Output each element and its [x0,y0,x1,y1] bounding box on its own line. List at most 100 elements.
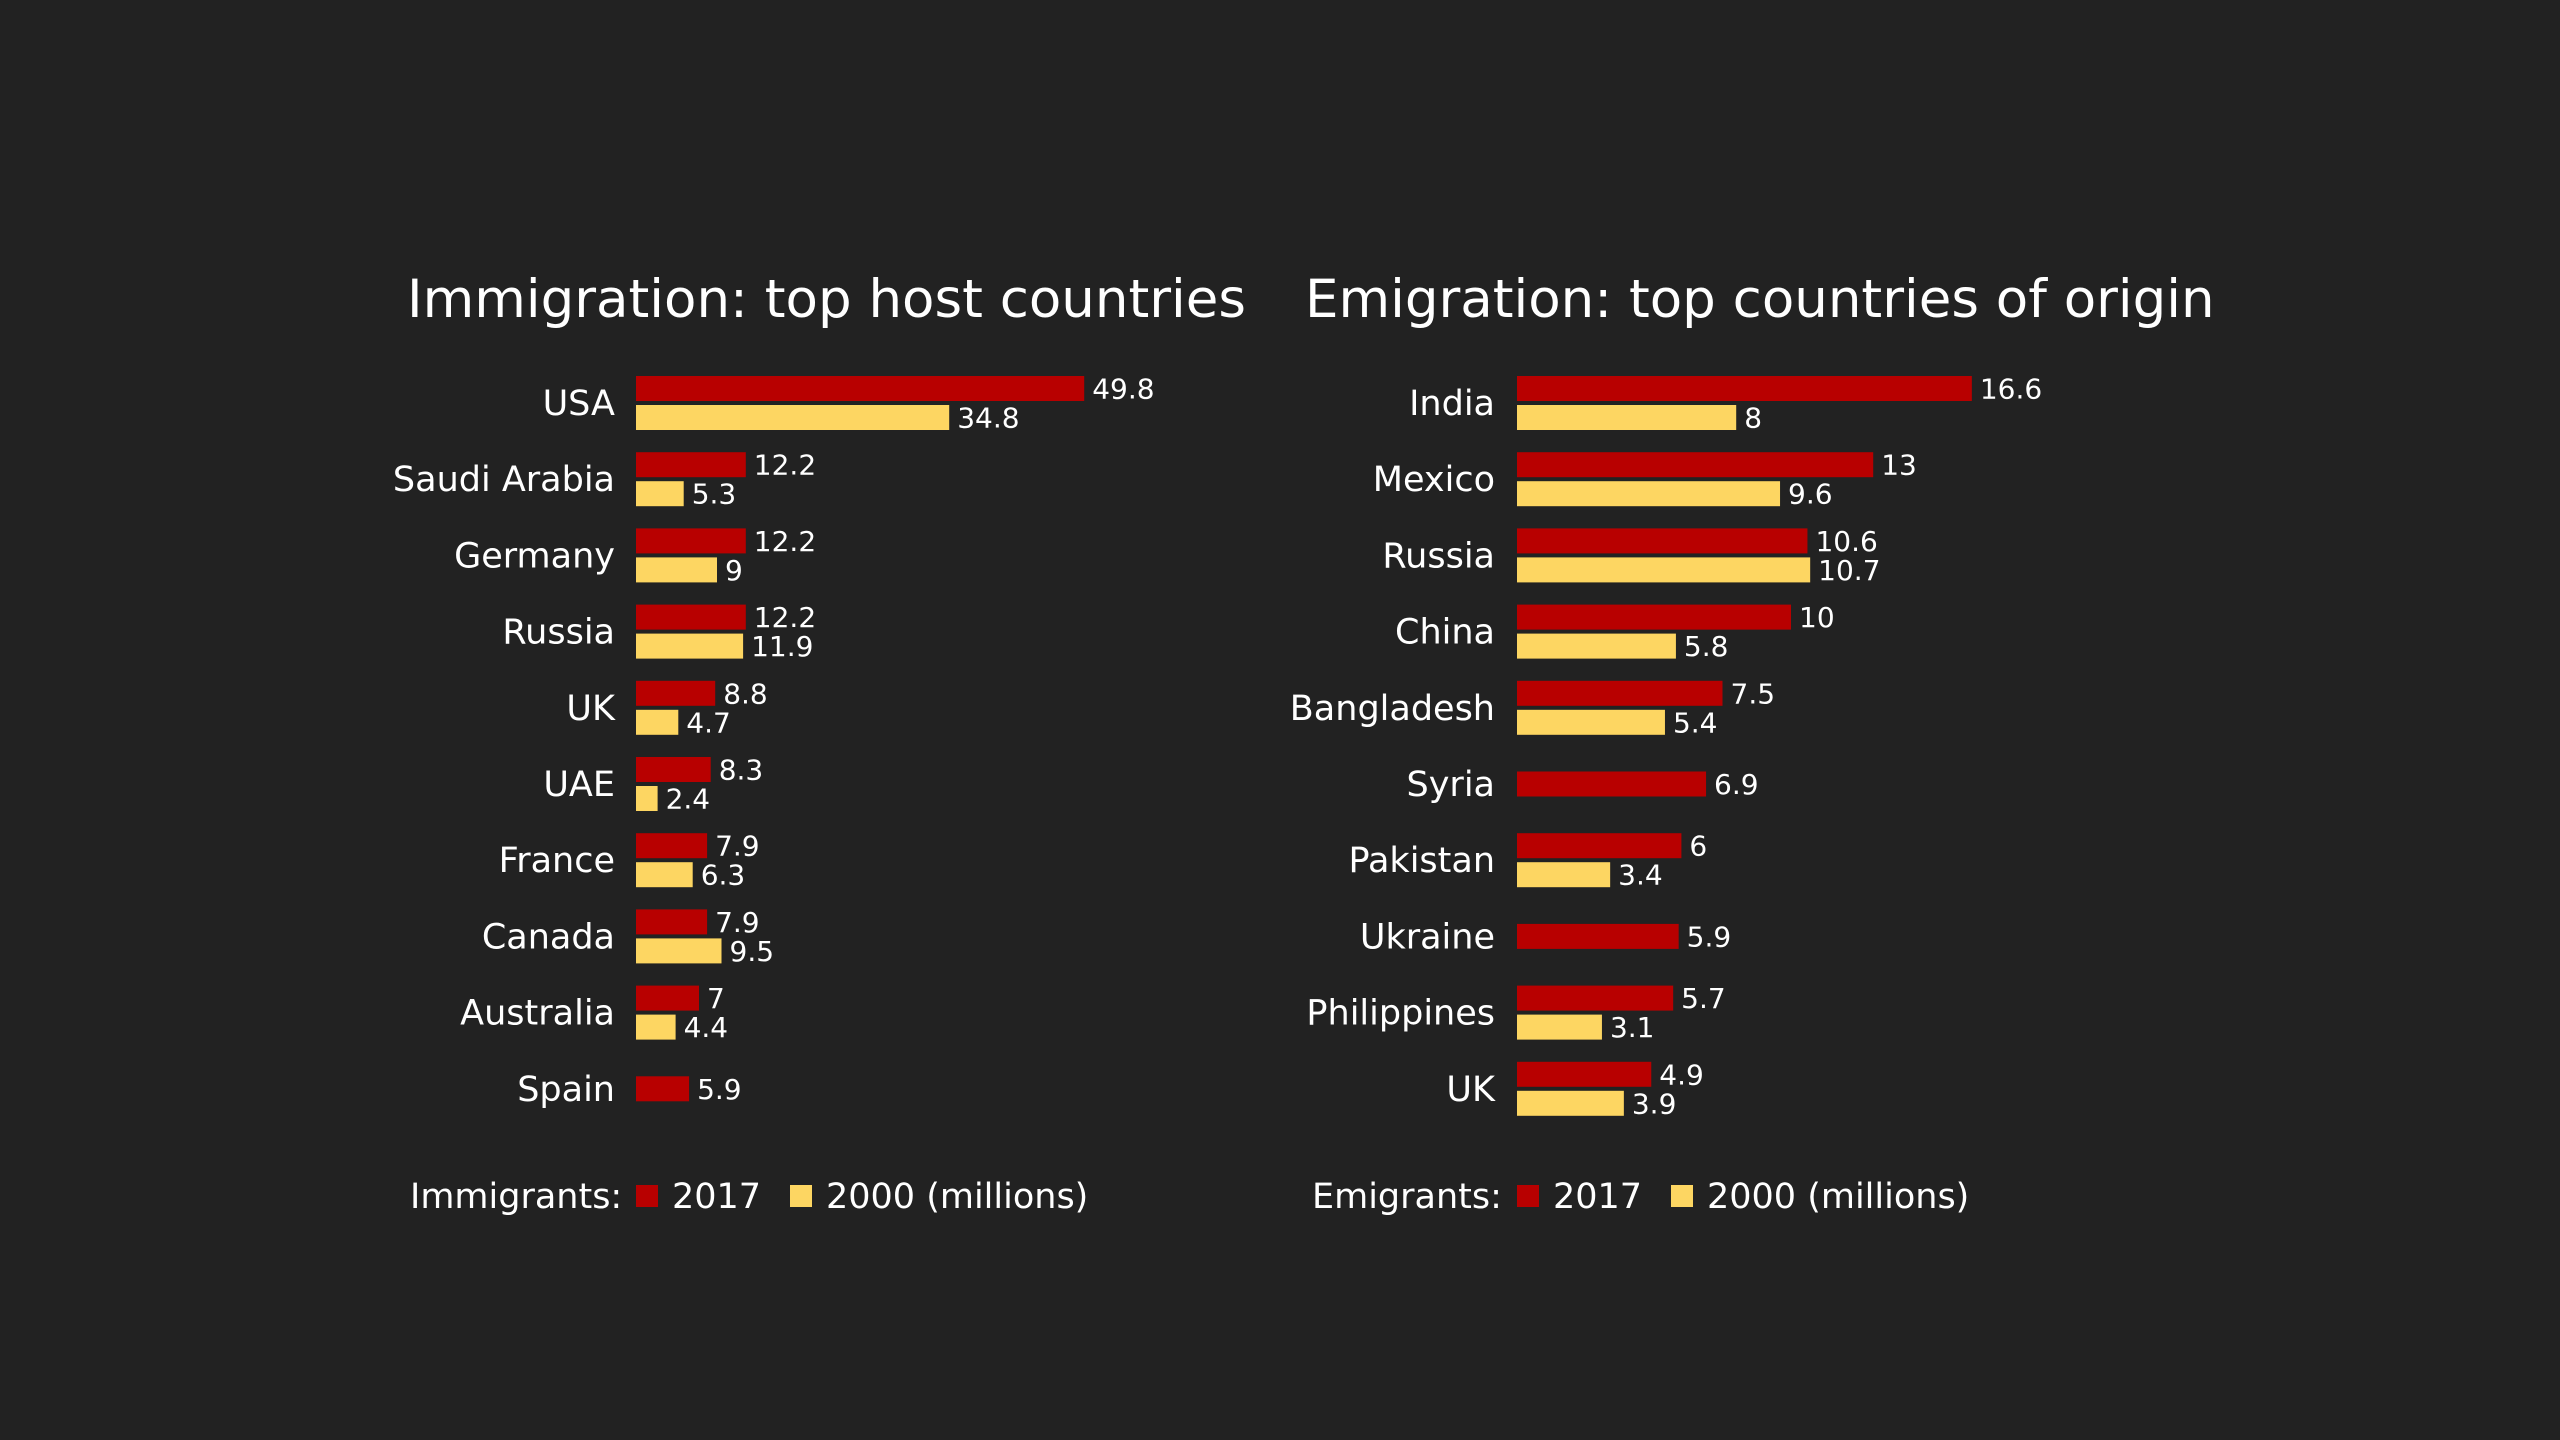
value-label-philippines-2000: 3.1 [1610,1011,1655,1044]
bar-uae-2000 [636,786,658,811]
value-label-russia-2000: 10.7 [1818,554,1880,587]
legend-swatch-2000 [790,1185,812,1207]
bar-bangladesh-2000 [1517,709,1665,735]
immigration-legend: Immigrants: 2017 2000 (millions) [410,1177,1088,1217]
category-label-france: France [499,841,615,881]
legend-label: Immigrants: [410,1177,622,1217]
bar-australia-2000 [636,1014,676,1040]
legend-series-2000: 2000 (millions) [826,1177,1088,1217]
value-label-uae-2017: 8.3 [719,754,764,787]
bar-uk-2000 [636,709,679,735]
bar-philippines-2017 [1517,985,1674,1011]
bar-russia-2017 [636,604,746,630]
value-label-germany-2017: 12.2 [754,525,816,558]
value-label-uk-2000: 3.9 [1632,1087,1677,1120]
bar-canada-2000 [636,938,722,964]
category-label-pakistan: Pakistan [1348,841,1495,881]
value-label-france-2000: 6.3 [701,859,746,892]
bar-uk-2017 [636,680,716,706]
emigration-title: Emigration: top countries of origin [1305,269,2215,330]
value-label-usa-2000: 34.8 [957,402,1019,435]
immigration-title: Immigration: top host countries [407,269,1246,330]
value-label-australia-2000: 4.4 [684,1011,729,1044]
legend-label: Emigrants: [1312,1177,1502,1217]
emigration-value-labels: 16.6 8 13 9.6 10.610.7 10 5.87.5 5.4 6.96 3.4 5.9 5… [1610,373,2042,1121]
bar-canada-2017 [636,909,708,935]
value-label-mexico-2017: 13 [1881,449,1917,482]
bar-mexico-2017 [1517,452,1874,478]
category-label-usa: USA [543,384,615,424]
bar-bangladesh-2017 [1517,680,1723,706]
value-label-bangladesh-2000: 5.4 [1673,706,1718,739]
bar-pakistan-2000 [1517,862,1611,888]
category-label-philippines: Philippines [1306,994,1495,1034]
bar-mexico-2000 [1517,481,1781,507]
category-label-uae: UAE [543,765,615,805]
category-label-germany: Germany [454,536,615,576]
value-label-india-2000: 8 [1744,402,1762,435]
bar-uk-2017 [1517,1061,1652,1087]
bar-syria-2017 [1517,771,1707,797]
category-label-uk: UK [1446,1070,1496,1110]
value-label-syria-2017: 6.9 [1714,768,1759,801]
category-label-canada: Canada [482,917,615,957]
value-label-france-2017: 7.9 [715,830,760,863]
bar-china-2000 [1517,633,1676,659]
bar-uae-2017 [636,757,711,782]
bar-pakistan-2017 [1517,833,1682,859]
bar-india-2017 [1517,376,1972,401]
legend-swatch-2000 [1671,1185,1693,1207]
value-label-saudi-arabia-2017: 12.2 [754,449,816,482]
bar-russia-2017 [1517,528,1808,554]
category-label-russia: Russia [1382,536,1495,576]
value-label-mexico-2000: 9.6 [1788,478,1833,511]
value-label-germany-2000: 9 [725,554,743,587]
value-label-russia-2017: 10.6 [1815,525,1877,558]
emigration-panel: Emigration: top countries of origin Indi… [1290,269,2215,1217]
immigration-bars [636,376,1085,1102]
category-label-uk: UK [566,689,616,729]
value-label-philippines-2017: 5.7 [1681,982,1726,1015]
category-label-ukraine: Ukraine [1360,917,1495,957]
value-label-pakistan-2017: 6 [1689,830,1707,863]
value-label-canada-2017: 7.9 [715,906,760,939]
bar-germany-2000 [636,557,717,583]
value-label-uk-2017: 8.8 [723,677,768,710]
legend-swatch-2017 [1517,1185,1539,1207]
value-label-bangladesh-2017: 7.5 [1731,677,1776,710]
category-label-russia: Russia [502,613,615,653]
bar-germany-2017 [636,528,746,554]
value-label-usa-2017: 49.8 [1092,373,1154,406]
value-label-russia-2000: 11.9 [751,630,813,663]
bar-france-2000 [636,862,693,888]
bar-ukraine-2017 [1517,923,1679,949]
value-label-russia-2017: 12.2 [754,601,816,634]
category-label-bangladesh: Bangladesh [1290,689,1495,729]
value-label-pakistan-2000: 3.4 [1618,859,1663,892]
value-label-uk-2017: 4.9 [1659,1058,1704,1091]
category-label-syria: Syria [1407,765,1496,805]
legend-series-2000: 2000 (millions) [1707,1177,1969,1217]
bar-spain-2017 [636,1076,690,1102]
emigration-category-labels: India Mexico Russia China Bangladesh Syria Pak… [1290,384,1496,1110]
bar-russia-2000 [636,633,744,659]
bar-uk-2000 [1517,1090,1624,1116]
value-label-china-2000: 5.8 [1684,630,1729,663]
category-label-australia: Australia [460,994,615,1034]
value-label-india-2017: 16.6 [1980,373,2042,406]
bar-russia-2000 [1517,557,1811,583]
category-label-china: China [1395,613,1495,653]
emigration-bars [1517,376,1972,1116]
value-label-canada-2000: 9.5 [730,935,775,968]
value-label-australia-2017: 7 [707,982,725,1015]
legend-swatch-2017 [636,1185,658,1207]
immigration-value-labels: 49.834.812.25.312.2912.211.98.84.78.32.4… [666,373,1155,1106]
bar-usa-2017 [636,376,1085,401]
value-label-uk-2000: 4.7 [686,706,731,739]
bar-saudi-arabia-2000 [636,481,684,507]
emigration-legend: Emigrants: 2017 2000 (millions) [1312,1177,1969,1217]
value-label-china-2017: 10 [1799,601,1835,634]
category-label-spain: Spain [517,1070,615,1110]
